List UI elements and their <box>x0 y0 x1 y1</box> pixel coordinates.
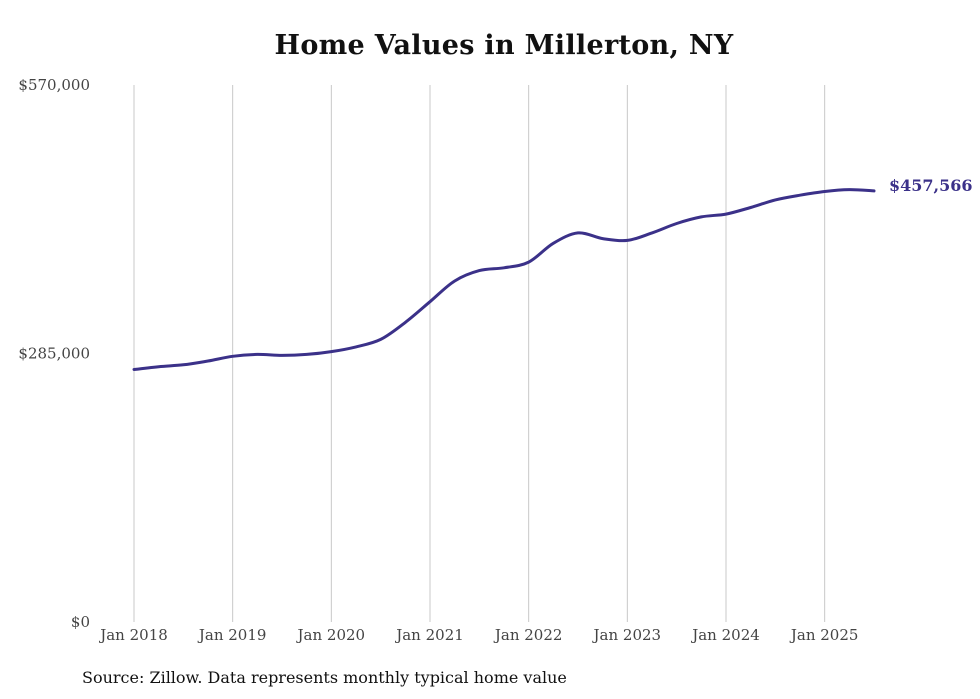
source-note: Source: Zillow. Data represents monthly … <box>82 668 567 687</box>
x-tick-label: Jan 2020 <box>296 626 366 644</box>
y-tick-label: $285,000 <box>18 345 90 363</box>
x-tick-label: Jan 2025 <box>789 626 859 644</box>
series-line <box>132 188 876 371</box>
x-tick-label: Jan 2023 <box>592 626 662 644</box>
x-tick-label: Jan 2024 <box>690 626 760 644</box>
chart-title: Home Values in Millerton, NY <box>274 30 734 61</box>
x-tick-label: Jan 2021 <box>394 626 464 644</box>
gridlines <box>133 85 826 622</box>
y-tick-label: $570,000 <box>18 76 90 94</box>
y-axis-ticks: $0 $285,000 $570,000 <box>18 76 90 631</box>
x-axis-ticks: Jan 2018 Jan 2019 Jan 2020 Jan 2021 Jan 2022… <box>98 626 858 644</box>
end-value-label: $457,566 <box>889 176 973 195</box>
x-tick-label: Jan 2018 <box>98 626 168 644</box>
x-tick-label: Jan 2022 <box>493 626 563 644</box>
series-layer <box>132 188 876 371</box>
y-tick-label: $0 <box>71 613 90 631</box>
x-tick-label: Jan 2019 <box>197 626 267 644</box>
